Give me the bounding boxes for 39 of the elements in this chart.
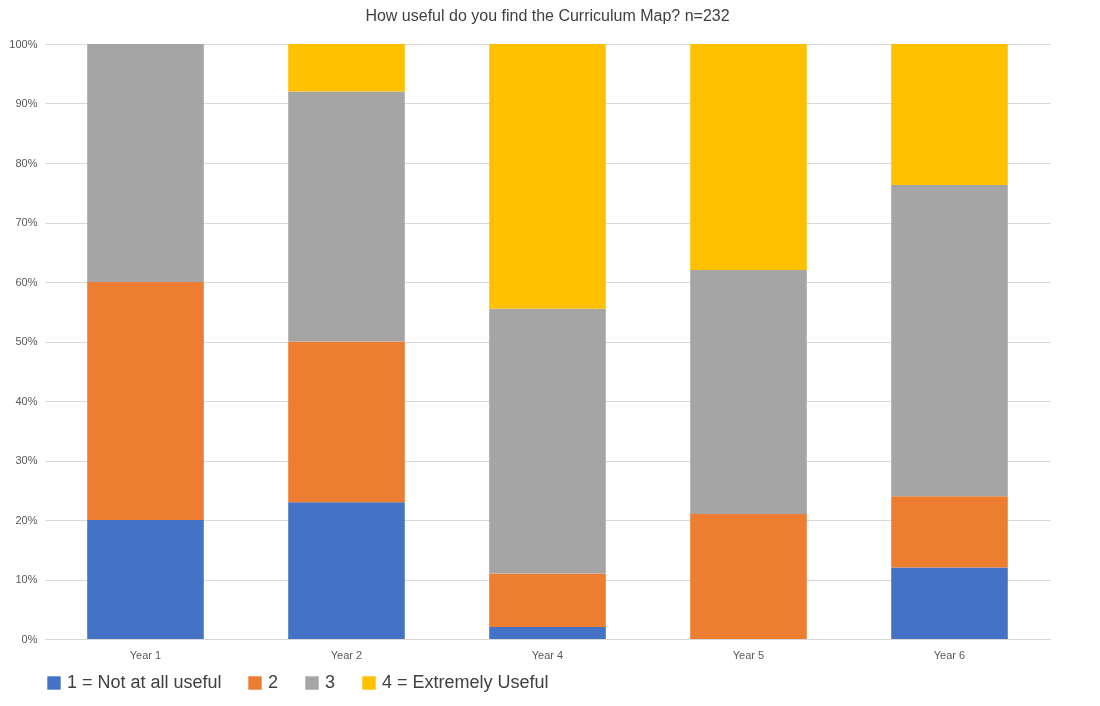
y-tick-label: 30% xyxy=(15,454,38,466)
bar xyxy=(288,44,405,92)
y-tick-label: 0% xyxy=(21,632,38,645)
y-tick-label: 10% xyxy=(15,573,38,585)
bar xyxy=(891,567,1008,639)
bar xyxy=(87,520,204,639)
legend-label: 3 xyxy=(325,672,336,692)
x-tick-label: Year 2 xyxy=(330,648,363,661)
y-tick-label: 100% xyxy=(9,37,38,50)
y-tick-label: 40% xyxy=(15,394,38,407)
bar xyxy=(87,282,204,520)
bar xyxy=(690,44,807,271)
y-tick-label: 20% xyxy=(15,513,38,526)
x-tick-label: Year 4 xyxy=(531,648,564,661)
legend-label: 1 = Not at all useful xyxy=(67,672,222,692)
x-tick-label: Year 5 xyxy=(732,648,765,661)
y-tick-label: 70% xyxy=(15,216,38,228)
x-tick-label: Year 1 xyxy=(129,648,162,661)
x-tick-label: Year 6 xyxy=(933,648,966,661)
bar xyxy=(690,270,807,515)
y-tick-label: 60% xyxy=(15,275,38,288)
legend-label: 4 = Extremely Useful xyxy=(382,672,549,692)
bar xyxy=(489,627,606,639)
bar xyxy=(489,308,606,574)
legend-label: 2 xyxy=(268,672,279,692)
bar xyxy=(690,514,807,639)
bar xyxy=(288,341,405,503)
bar xyxy=(489,573,606,628)
y-tick-label: 50% xyxy=(15,335,38,347)
chart-title: How useful do you find the Curriculum Map? n=232 xyxy=(365,7,730,24)
bar xyxy=(288,502,405,639)
bar xyxy=(891,185,1008,497)
bar xyxy=(489,44,606,309)
bar xyxy=(288,91,405,342)
bar xyxy=(891,44,1008,186)
bar xyxy=(87,44,204,282)
y-tick-label: 90% xyxy=(15,97,38,109)
bar xyxy=(891,496,1008,568)
y-tick-label: 80% xyxy=(15,156,38,169)
